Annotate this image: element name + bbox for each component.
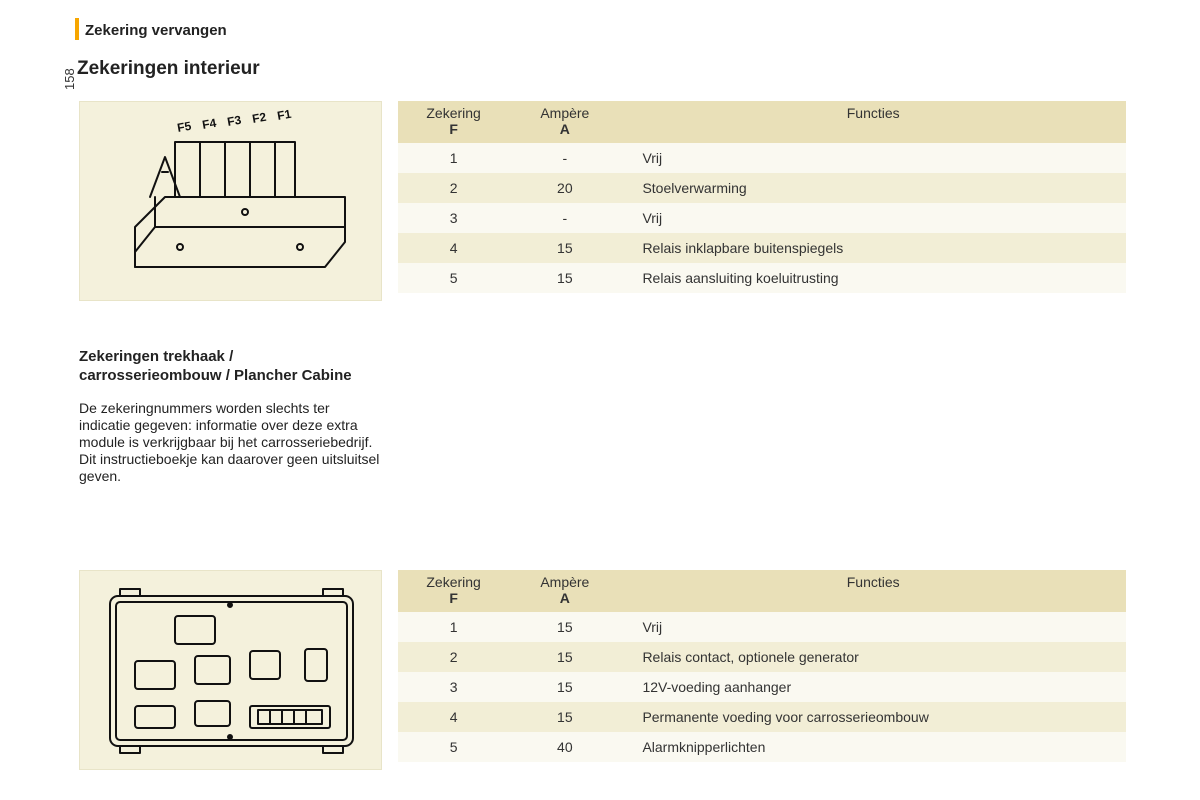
col-fuse: ZekeringF — [398, 101, 509, 143]
col-fuse: ZekeringF — [398, 570, 509, 612]
table-row: 1-Vrij — [398, 143, 1126, 173]
cell-func: Vrij — [620, 143, 1126, 173]
section-title: Zekeringen interieur — [77, 58, 260, 80]
fusebox-diagram-icon: F5 F4 F3 F2 F1 — [80, 102, 383, 302]
cell-fuse: 1 — [398, 143, 509, 173]
cell-fuse: 1 — [398, 612, 509, 642]
subheading-trekhaak: Zekeringen trekhaak /carrosserieombouw /… — [79, 348, 389, 386]
cell-fuse: 2 — [398, 642, 509, 672]
fuse-label: F3 — [226, 113, 243, 129]
cell-fuse: 4 — [398, 233, 509, 263]
table-row: 540Alarmknipperlichten — [398, 732, 1126, 762]
col-amp: AmpèreA — [509, 570, 620, 612]
cell-func: Relais aansluiting koeluitrusting — [620, 263, 1126, 293]
col-func: Functies — [620, 570, 1126, 612]
cell-fuse: 4 — [398, 702, 509, 732]
cell-amp: 20 — [509, 173, 620, 203]
table-row: 3-Vrij — [398, 203, 1126, 233]
cell-amp: 40 — [509, 732, 620, 762]
cell-amp: 15 — [509, 233, 620, 263]
fuse-label: F2 — [251, 110, 268, 126]
cell-fuse: 5 — [398, 732, 509, 762]
cell-func: Relais inklapbare buitenspiegels — [620, 233, 1126, 263]
cell-amp: - — [509, 143, 620, 173]
cell-func: 12V-voeding aanhanger — [620, 672, 1126, 702]
cell-func: Vrij — [620, 612, 1126, 642]
cell-fuse: 2 — [398, 173, 509, 203]
cell-amp: 15 — [509, 263, 620, 293]
col-amp: AmpèreA — [509, 101, 620, 143]
figure-trekhaak-fusebox — [79, 570, 382, 770]
cell-amp: 15 — [509, 612, 620, 642]
cell-amp: 15 — [509, 702, 620, 732]
fuse-label: F5 — [176, 119, 193, 135]
cell-func: Permanente voeding voor carrosserieombou… — [620, 702, 1126, 732]
table-row: 215Relais contact, optionele generator — [398, 642, 1126, 672]
page-number: 158 — [62, 68, 77, 90]
cell-amp: 15 — [509, 672, 620, 702]
fuse-label: F1 — [276, 107, 293, 123]
figure-interior-fusebox: F5 F4 F3 F2 F1 — [79, 101, 382, 301]
cell-func: Vrij — [620, 203, 1126, 233]
cell-fuse: 3 — [398, 203, 509, 233]
col-func: Functies — [620, 101, 1126, 143]
fuse-table-trekhaak: ZekeringF AmpèreA Functies 115Vrij215Rel… — [398, 570, 1126, 762]
table-row: 31512V-voeding aanhanger — [398, 672, 1126, 702]
cell-func: Alarmknipperlichten — [620, 732, 1126, 762]
table-row: 415Permanente voeding voor carrosserieom… — [398, 702, 1126, 732]
table-header-row: ZekeringF AmpèreA Functies — [398, 570, 1126, 612]
cell-func: Relais contact, optionele generator — [620, 642, 1126, 672]
fuse-panel-icon — [80, 571, 383, 771]
table-row: 115Vrij — [398, 612, 1126, 642]
table-row: 515Relais aansluiting koeluitrusting — [398, 263, 1126, 293]
cell-amp: - — [509, 203, 620, 233]
table-row: 220Stoelverwarming — [398, 173, 1126, 203]
chapter-title: Zekering vervangen — [85, 22, 227, 39]
body-text: De zekeringnummers worden slechts ter in… — [79, 400, 384, 485]
cell-fuse: 3 — [398, 672, 509, 702]
fuse-label: F4 — [201, 116, 218, 132]
table-row: 415Relais inklapbare buitenspiegels — [398, 233, 1126, 263]
cell-amp: 15 — [509, 642, 620, 672]
fuse-table-interior: ZekeringF AmpèreA Functies 1-Vrij220Stoe… — [398, 101, 1126, 293]
cell-func: Stoelverwarming — [620, 173, 1126, 203]
cell-fuse: 5 — [398, 263, 509, 293]
accent-bar — [75, 18, 79, 40]
table-header-row: ZekeringF AmpèreA Functies — [398, 101, 1126, 143]
